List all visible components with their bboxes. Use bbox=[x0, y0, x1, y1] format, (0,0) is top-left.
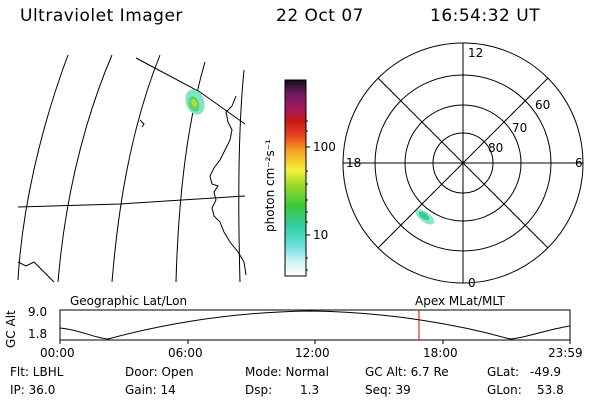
polar-lat-60: 60 bbox=[535, 98, 551, 112]
glat-label: GLat: bbox=[487, 365, 520, 379]
dsp-label: Dsp: bbox=[245, 383, 273, 397]
door-info: Door: Open bbox=[125, 365, 194, 379]
orbit-x-tick-0600: 06:00 bbox=[168, 346, 203, 360]
orbit-right-title: Apex MLat/MLT bbox=[415, 294, 505, 308]
polar-mlt-18: 18 bbox=[346, 156, 362, 170]
colorbar bbox=[284, 79, 310, 277]
orbit-left-title: Geographic Lat/Lon bbox=[70, 294, 188, 308]
orbit-x-tick-1200: 12:00 bbox=[295, 346, 330, 360]
polar-lat-70: 70 bbox=[512, 121, 528, 135]
glon-value: 53.8 bbox=[537, 383, 564, 397]
glon-label: GLon: bbox=[487, 383, 522, 397]
orbit-x-tick-1800: 18:00 bbox=[423, 346, 458, 360]
colorbar-minor-ticks bbox=[306, 120, 308, 271]
polar-mlt-12: 12 bbox=[468, 46, 484, 60]
orbit-x-tick-2359: 23:59 bbox=[548, 346, 583, 360]
glat-value: -49.9 bbox=[530, 365, 562, 379]
gain-info: Gain: 14 bbox=[125, 383, 176, 397]
app-title: Ultraviolet Imager bbox=[20, 6, 183, 26]
polar-mlt-0: 0 bbox=[468, 276, 476, 290]
colorbar-tick-10: 10 bbox=[313, 228, 329, 242]
polar-plot bbox=[342, 42, 584, 284]
orbit-x-tick-0000: 00:00 bbox=[40, 346, 75, 360]
time-label: 16:54:32 UT bbox=[430, 6, 541, 26]
dsp-value: 1.3 bbox=[300, 383, 320, 397]
colorbar-tick-100: 100 bbox=[313, 140, 336, 154]
ip-info: IP: 36.0 bbox=[10, 383, 56, 397]
flt-info: Flt: LBHL bbox=[10, 365, 64, 379]
seq-info: Seq: 39 bbox=[365, 383, 411, 397]
orbit-y-axis-label: GC Alt bbox=[4, 310, 18, 348]
mode-info: Mode: Normal bbox=[245, 365, 329, 379]
geographic-map bbox=[17, 54, 247, 283]
polar-aurora bbox=[415, 209, 435, 225]
date-label: 22 Oct 07 bbox=[276, 6, 364, 26]
orbit-plot bbox=[59, 309, 571, 344]
orbit-y-tick-bottom: 1.8 bbox=[28, 327, 48, 341]
gcalt-info: GC Alt: 6.7 Re bbox=[365, 365, 449, 379]
polar-mlt-6: 6 bbox=[575, 156, 583, 170]
polar-lat-80: 80 bbox=[488, 141, 504, 155]
orbit-y-tick-top: 9.0 bbox=[28, 305, 48, 319]
colorbar-unit-label: photon cm⁻²s⁻¹ bbox=[263, 139, 277, 232]
